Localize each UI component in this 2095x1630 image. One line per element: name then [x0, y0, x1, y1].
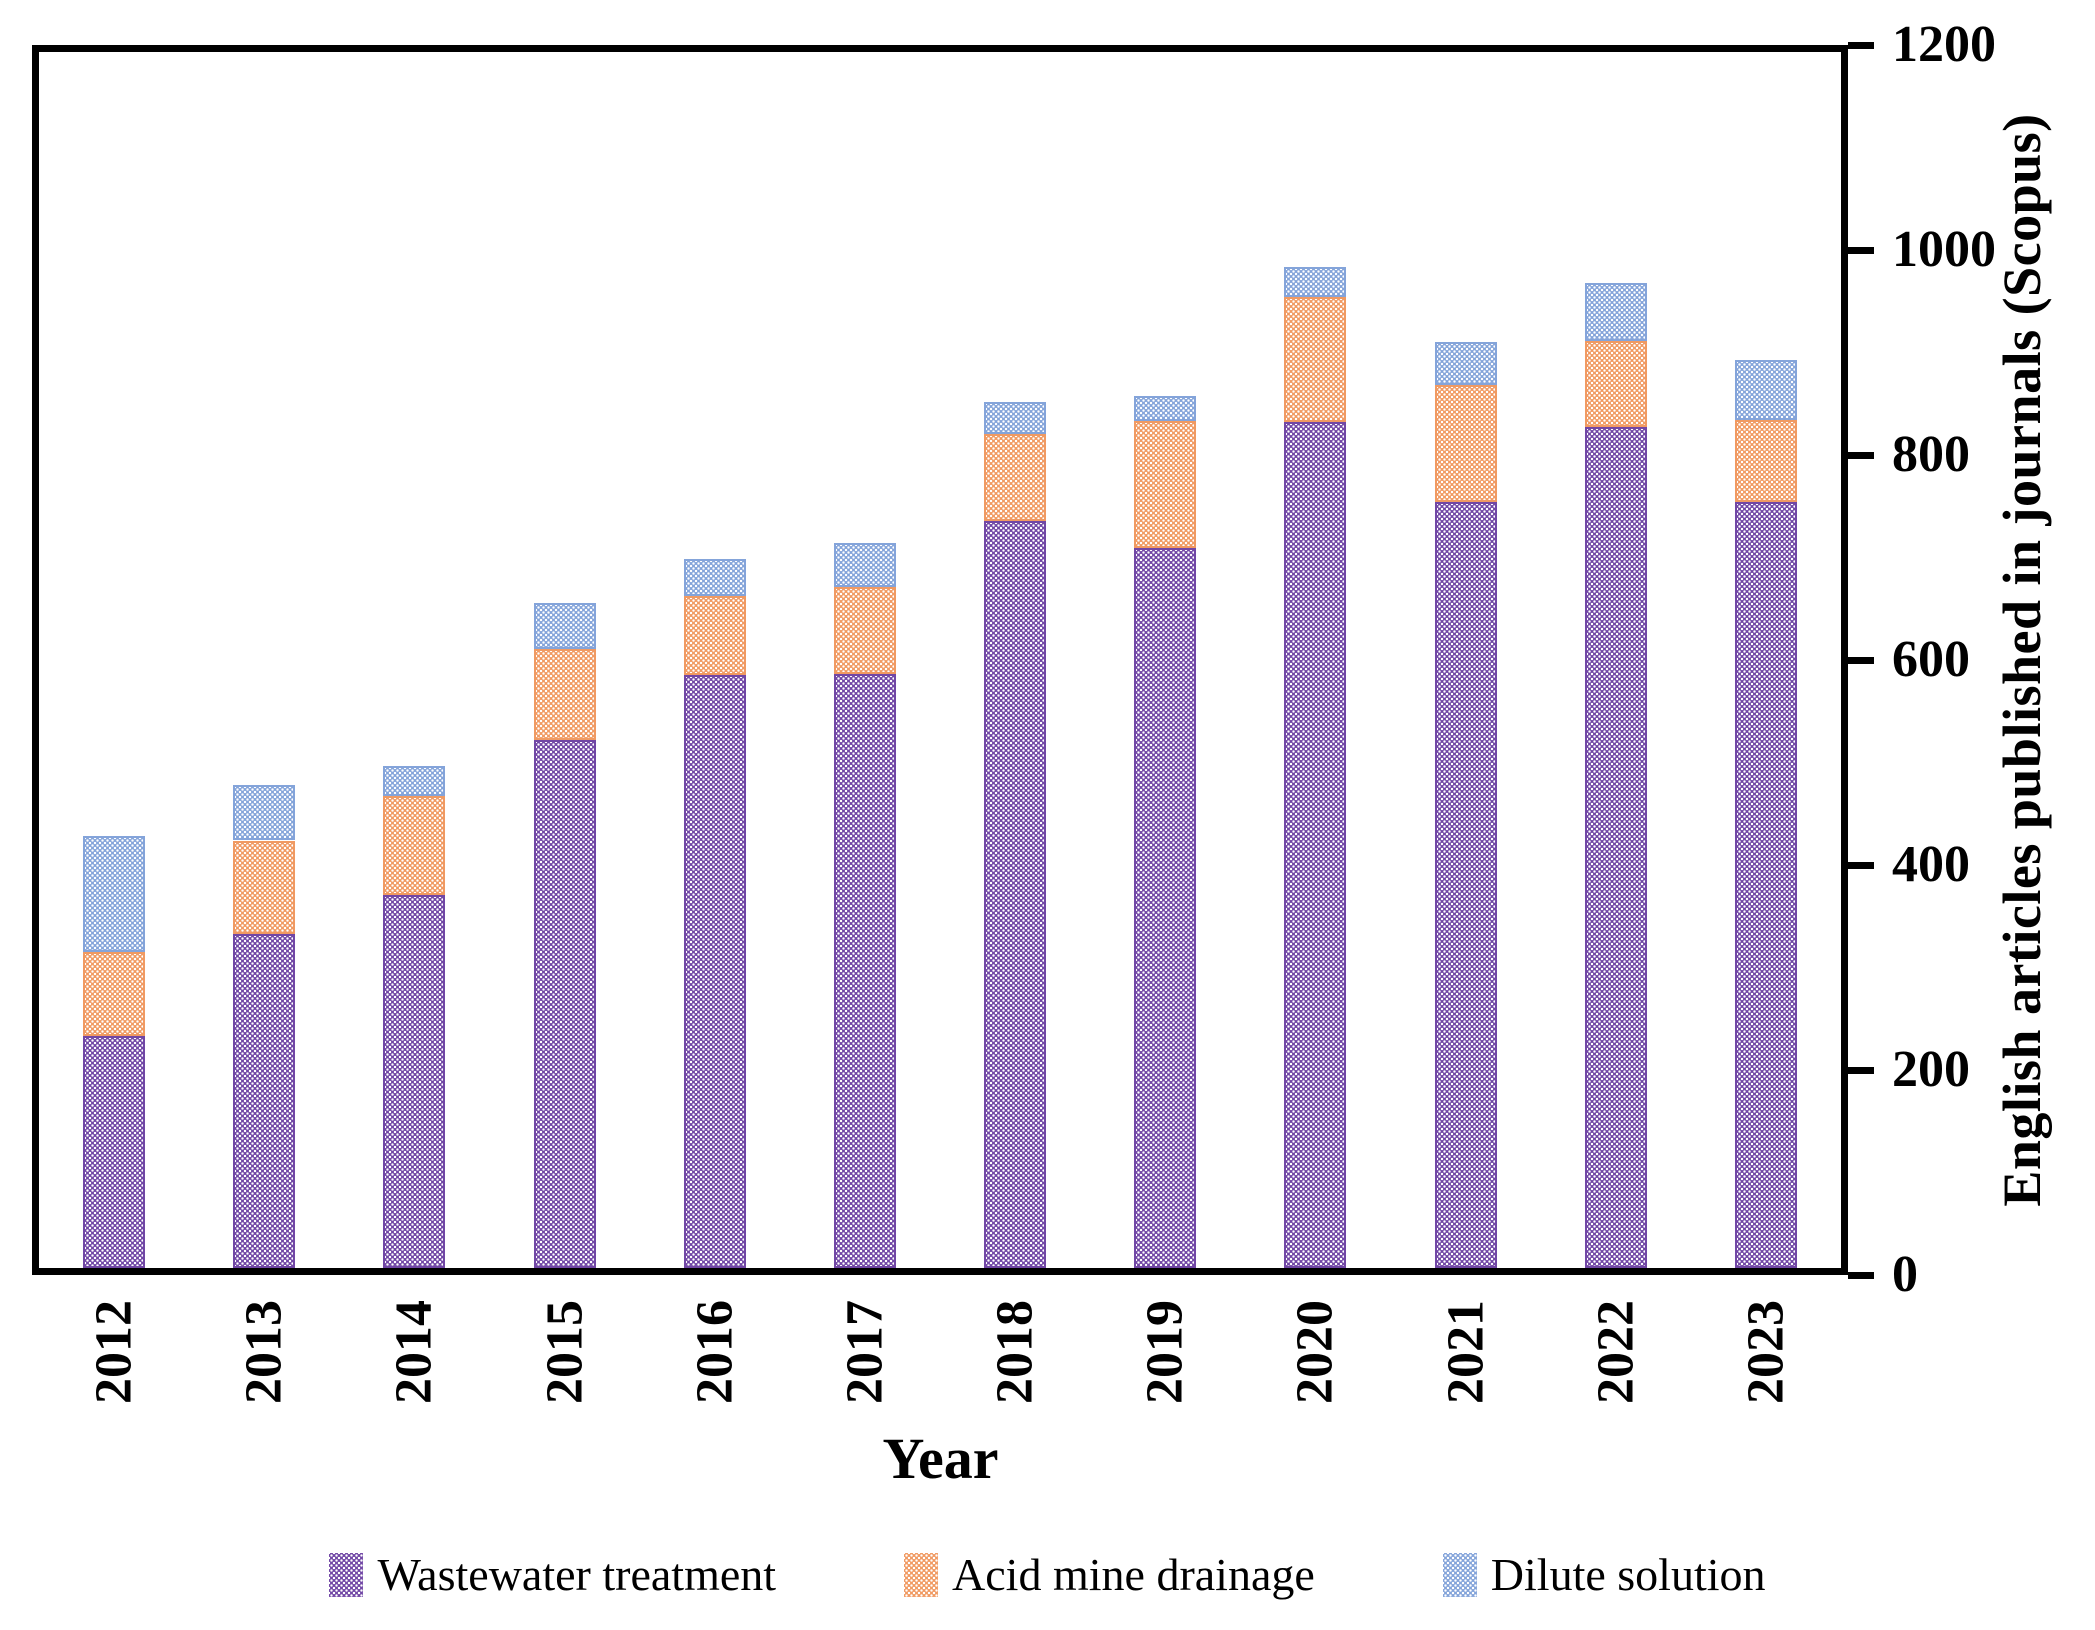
- legend-label: Acid mine drainage: [952, 1549, 1315, 1600]
- bar-segment-2022-acid-mine-drainage: [1585, 341, 1647, 427]
- bar-segment-2022-wastewater-treatment: [1585, 427, 1647, 1268]
- bar-segment-2019-wastewater-treatment: [1134, 548, 1196, 1268]
- bar-2018: [984, 52, 1046, 1268]
- bar-segment-2013-wastewater-treatment: [233, 934, 295, 1268]
- bar-segment-2018-acid-mine-drainage: [984, 434, 1046, 521]
- bar-segment-2021-dilute-solution: [1435, 342, 1497, 385]
- y-tick-mark-0: [1848, 1272, 1874, 1279]
- bar-2020: [1284, 52, 1346, 1268]
- x-tick-label-text: 2022: [1587, 1300, 1645, 1404]
- legend-item-acid-mine-drainage: Acid mine drainage: [904, 1548, 1315, 1601]
- y-tick-label-400: 400: [1892, 836, 1970, 893]
- x-tick-label-text: 2014: [385, 1300, 443, 1404]
- x-tick-label-text: 2017: [836, 1300, 894, 1404]
- bar-segment-2017-acid-mine-drainage: [834, 587, 896, 674]
- bar-segment-2021-wastewater-treatment: [1435, 502, 1497, 1268]
- x-tick-label-text: 2023: [1737, 1300, 1795, 1404]
- y-tick-mark-400: [1848, 862, 1874, 869]
- y-tick-mark-1200: [1848, 42, 1874, 49]
- y-tick-label-1000: 1000: [1892, 221, 1996, 278]
- x-tick-label-text: 2020: [1286, 1300, 1344, 1404]
- x-axis-title: Year: [882, 1426, 999, 1491]
- bar-segment-2013-dilute-solution: [233, 785, 295, 840]
- bar-segment-2020-wastewater-treatment: [1284, 422, 1346, 1268]
- bar-2016: [684, 52, 746, 1268]
- bar-segment-2014-wastewater-treatment: [383, 895, 445, 1268]
- bar-segment-2023-dilute-solution: [1735, 360, 1797, 420]
- y-tick-label-200: 200: [1892, 1041, 1970, 1098]
- bar-segment-2012-wastewater-treatment: [83, 1036, 145, 1268]
- bar-2014: [383, 52, 445, 1268]
- bar-segment-2020-acid-mine-drainage: [1284, 297, 1346, 422]
- bar-segment-2017-dilute-solution: [834, 543, 896, 587]
- bar-2019: [1134, 52, 1196, 1268]
- bar-2022: [1585, 52, 1647, 1268]
- y-tick-mark-200: [1848, 1067, 1874, 1074]
- y-tick-mark-1000: [1848, 247, 1874, 254]
- x-tick-label-text: 2012: [85, 1300, 143, 1404]
- y-tick-label-800: 800: [1892, 426, 1970, 483]
- bar-segment-2015-wastewater-treatment: [534, 740, 596, 1268]
- legend-swatch-icon: [904, 1552, 939, 1597]
- legend-label: Wastewater treatment: [377, 1549, 777, 1600]
- bar-2013: [233, 52, 295, 1268]
- legend-label: Dilute solution: [1490, 1549, 1766, 1600]
- bar-segment-2012-dilute-solution: [83, 836, 145, 952]
- bar-2023: [1735, 52, 1797, 1268]
- x-tick-label-text: 2018: [986, 1300, 1044, 1404]
- y-axis-title-text: English articles published in journals (…: [1992, 113, 2052, 1207]
- x-tick-label-text: 2021: [1437, 1300, 1495, 1404]
- bar-segment-2016-dilute-solution: [684, 559, 746, 596]
- bar-2015: [534, 52, 596, 1268]
- bar-2012: [83, 52, 145, 1268]
- y-tick-label-600: 600: [1892, 631, 1970, 688]
- legend-swatch-icon: [329, 1552, 364, 1597]
- x-tick-label-text: 2013: [235, 1300, 293, 1404]
- plot-area: [32, 45, 1848, 1275]
- bar-segment-2019-acid-mine-drainage: [1134, 421, 1196, 548]
- bar-segment-2013-acid-mine-drainage: [233, 841, 295, 934]
- bar-segment-2016-wastewater-treatment: [684, 675, 746, 1268]
- bar-segment-2014-acid-mine-drainage: [383, 796, 445, 895]
- y-tick-label-1200: 1200: [1892, 16, 1996, 73]
- y-tick-mark-800: [1848, 452, 1874, 459]
- bar-segment-2022-dilute-solution: [1585, 283, 1647, 341]
- bar-segment-2020-dilute-solution: [1284, 267, 1346, 297]
- bar-segment-2023-acid-mine-drainage: [1735, 420, 1797, 502]
- bars-layer: [39, 52, 1841, 1268]
- legend-item-wastewater-treatment: Wastewater treatment: [329, 1548, 776, 1601]
- x-tick-label-text: 2016: [686, 1300, 744, 1404]
- bar-segment-2017-wastewater-treatment: [834, 674, 896, 1268]
- bar-segment-2012-acid-mine-drainage: [83, 952, 145, 1036]
- bar-segment-2014-dilute-solution: [383, 766, 445, 796]
- x-tick-label-text: 2019: [1136, 1300, 1194, 1404]
- bar-2017: [834, 52, 896, 1268]
- legend-swatch-icon: [1442, 1552, 1477, 1597]
- x-tick-label-text: 2015: [536, 1300, 594, 1404]
- bar-segment-2016-acid-mine-drainage: [684, 596, 746, 675]
- bar-2021: [1435, 52, 1497, 1268]
- y-tick-mark-600: [1848, 657, 1874, 664]
- bar-segment-2023-wastewater-treatment: [1735, 502, 1797, 1268]
- bar-segment-2019-dilute-solution: [1134, 396, 1196, 421]
- bar-segment-2018-wastewater-treatment: [984, 521, 1046, 1268]
- bar-segment-2015-dilute-solution: [534, 603, 596, 649]
- bar-segment-2015-acid-mine-drainage: [534, 649, 596, 740]
- bar-segment-2018-dilute-solution: [984, 402, 1046, 434]
- bar-segment-2021-acid-mine-drainage: [1435, 385, 1497, 502]
- legend: Wastewater treatment Acid mine drainage Di…: [0, 1548, 2095, 1601]
- legend-item-dilute-solution: Dilute solution: [1442, 1548, 1766, 1601]
- y-tick-label-0: 0: [1892, 1246, 1918, 1303]
